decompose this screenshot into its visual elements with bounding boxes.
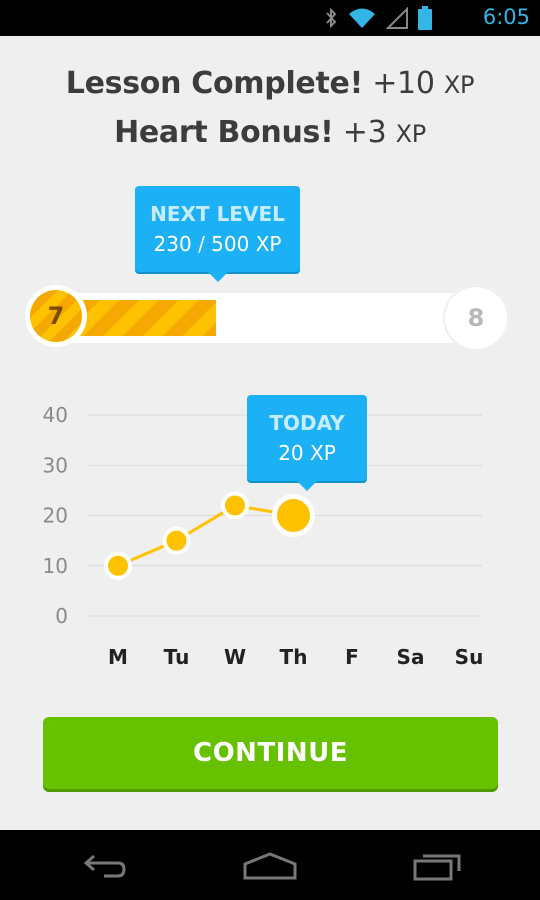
heart-bonus-title: Heart Bonus!	[114, 115, 334, 150]
x-tick-label: Su	[455, 645, 484, 669]
y-tick-label: 30	[43, 453, 68, 477]
back-button[interactable]	[74, 848, 134, 884]
continue-button[interactable]: CONTINUE	[43, 717, 498, 789]
y-tick-label: 40	[43, 403, 68, 427]
status-bar: 6:05	[0, 0, 540, 36]
wifi-icon	[349, 8, 375, 28]
data-point	[104, 551, 132, 580]
home-icon	[243, 852, 297, 880]
x-tick-label: Th	[280, 645, 308, 669]
home-button[interactable]	[240, 848, 300, 884]
lesson-xp-unit: XP	[443, 71, 475, 99]
status-icons	[324, 6, 432, 30]
x-tick-label: Sa	[397, 645, 425, 669]
heart-bonus-amount: +3	[342, 115, 387, 150]
xp-series-line	[117, 503, 294, 568]
x-tick-label: F	[345, 645, 359, 669]
y-tick-label: 0	[55, 604, 68, 628]
next-level-label: NEXT LEVEL	[150, 202, 285, 226]
lesson-complete-line: Lesson Complete! +10 XP	[0, 60, 540, 109]
current-level-badge: 7	[25, 285, 87, 347]
navigation-bar	[0, 830, 540, 900]
x-tick-label: M	[108, 645, 128, 669]
current-level-number: 7	[30, 290, 82, 342]
weekly-xp-chart: 40 30 20 10 0 M Tu W Th F Sa Su	[43, 403, 484, 669]
lesson-complete-title: Lesson Complete!	[65, 66, 363, 101]
status-time: 6:05	[482, 5, 530, 29]
recents-icon	[413, 854, 461, 881]
today-xp: 20 XP	[278, 441, 336, 465]
y-tick-label: 10	[43, 554, 68, 578]
next-level-xp: 230 / 500 XP	[153, 232, 282, 256]
recents-button[interactable]	[408, 848, 468, 884]
next-level-tooltip: NEXT LEVEL 230 / 500 XP	[135, 186, 300, 282]
signal-icon	[386, 7, 408, 29]
y-tick-label: 20	[43, 504, 68, 528]
data-point	[162, 526, 191, 555]
data-point	[221, 491, 249, 520]
today-data-point	[272, 494, 315, 537]
bluetooth-icon	[326, 7, 337, 29]
x-tick-label: Tu	[164, 645, 190, 669]
heart-bonus-line: Heart Bonus! +3 XP	[0, 109, 540, 158]
lesson-xp-amount: +10	[372, 66, 435, 101]
today-label: TODAY	[269, 411, 345, 435]
back-icon	[83, 854, 126, 878]
lesson-summary: Lesson Complete! +10 XP Heart Bonus! +3 …	[0, 60, 540, 158]
heart-bonus-unit: XP	[395, 120, 427, 148]
x-tick-label: W	[224, 645, 246, 669]
today-tooltip: TODAY 20 XP	[247, 395, 367, 491]
next-level-badge: 8	[443, 285, 509, 351]
battery-icon	[418, 6, 432, 30]
